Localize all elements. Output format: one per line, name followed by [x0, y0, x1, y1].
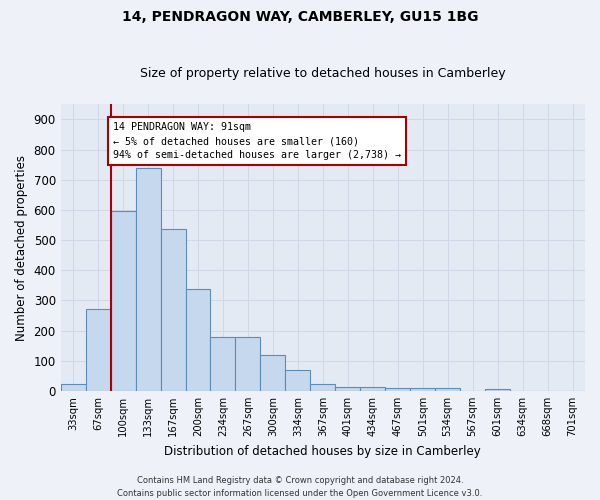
Bar	[310, 384, 335, 391]
Y-axis label: Number of detached properties: Number of detached properties	[15, 154, 28, 340]
Bar	[86, 310, 110, 391]
Text: 14 PENDRAGON WAY: 91sqm
← 5% of detached houses are smaller (160)
94% of semi-de: 14 PENDRAGON WAY: 91sqm ← 5% of detached…	[113, 122, 401, 160]
Text: 14, PENDRAGON WAY, CAMBERLEY, GU15 1BG: 14, PENDRAGON WAY, CAMBERLEY, GU15 1BG	[122, 10, 478, 24]
Bar	[435, 388, 460, 391]
X-axis label: Distribution of detached houses by size in Camberley: Distribution of detached houses by size …	[164, 444, 481, 458]
Bar	[110, 212, 136, 391]
Bar	[410, 388, 435, 391]
Bar	[385, 388, 410, 391]
Title: Size of property relative to detached houses in Camberley: Size of property relative to detached ho…	[140, 66, 506, 80]
Bar	[235, 337, 260, 391]
Bar	[260, 356, 286, 391]
Bar	[161, 230, 185, 391]
Bar	[335, 387, 360, 391]
Bar	[286, 370, 310, 391]
Bar	[211, 337, 235, 391]
Bar	[360, 387, 385, 391]
Bar	[61, 384, 86, 391]
Bar	[136, 168, 161, 391]
Bar	[185, 289, 211, 391]
Text: Contains HM Land Registry data © Crown copyright and database right 2024.
Contai: Contains HM Land Registry data © Crown c…	[118, 476, 482, 498]
Bar	[485, 388, 510, 391]
